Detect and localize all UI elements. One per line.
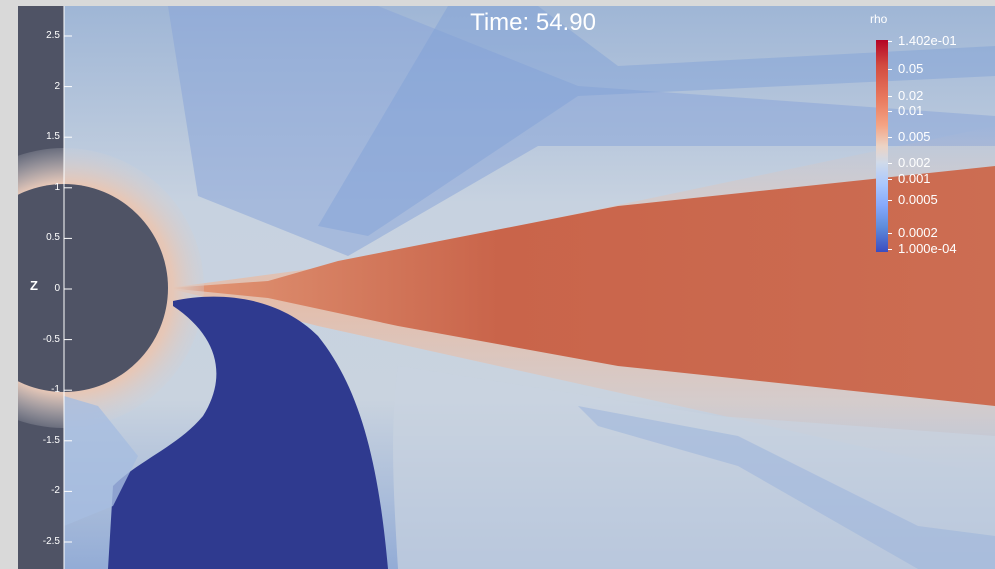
lower-left-streak [64,396,138,526]
upper-blue-streak [318,6,995,236]
legend-tick [888,249,892,250]
axis-title: Z [30,278,38,293]
legend-tick [888,111,892,112]
upper-low-density-band [168,6,995,256]
legend-tick [888,137,892,138]
legend-label: 0.0005 [898,192,938,207]
legend-tick [888,163,892,164]
axis-ticks [64,35,72,543]
legend-label: 0.005 [898,129,931,144]
legend-tick [888,233,892,234]
legend-label: 1.402e-01 [898,33,957,48]
density-field [18,6,995,569]
star-disk [18,184,168,392]
legend-label: 0.05 [898,61,924,76]
legend-title: rho [870,12,888,26]
legend-label: 1.000e-04 [898,241,957,256]
legend-label: 0.002 [898,155,931,170]
legend-label: 0.001 [898,171,931,186]
legend-label: 0.0002 [898,225,938,240]
legend-label: 0.02 [898,88,924,103]
legend-tick [888,41,892,42]
legend-label: 0.01 [898,103,924,118]
legend-tick [888,96,892,97]
legend-tick [888,69,892,70]
legend-tick [888,179,892,180]
lower-low-density-lobe [108,296,388,569]
render-viewport[interactable]: 2.5 2 1.5 1 0.5 0 -0.5 -1 -1.5 -2 -2.5 Z Time: 54.… [18,6,995,569]
time-label: Time: 54.90 [470,9,596,36]
legend-color-bar [876,40,888,252]
legend-tick [888,200,892,201]
jet-core [168,166,995,406]
lower-blue-streak [578,406,995,569]
